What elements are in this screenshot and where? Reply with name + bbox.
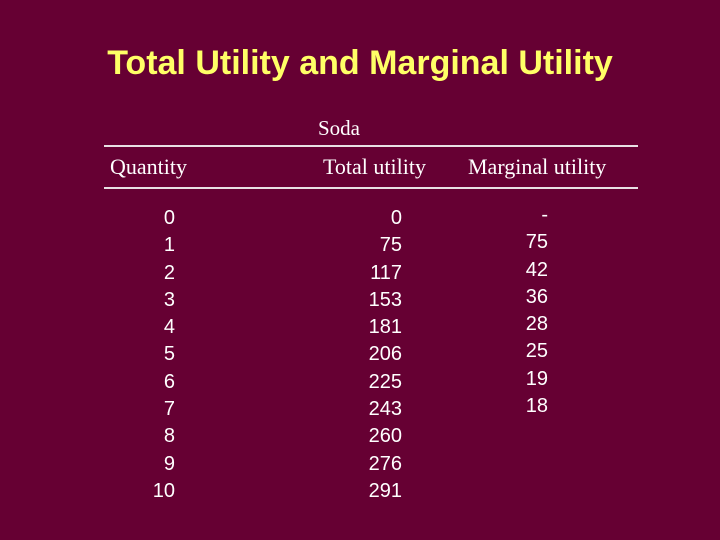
- quantity-cell: 3: [163, 288, 175, 311]
- total-utility-cell: 206: [368, 343, 402, 366]
- total-utility-cell: 75: [379, 234, 402, 257]
- quantity-cell: 2: [163, 261, 175, 284]
- column-marginal-utility: - 75 42 36 28 25 19 18: [500, 202, 548, 420]
- group-header-soda: Soda: [318, 116, 360, 140]
- marginal-utility-cell: 42: [525, 258, 548, 281]
- marginal-utility-cell: 19: [525, 367, 548, 390]
- marginal-utility-cell: 36: [525, 285, 548, 308]
- marginal-utility-cell: 18: [525, 395, 548, 418]
- header-total-utility: Total utility: [323, 154, 426, 179]
- marginal-utility-cell: -: [541, 204, 548, 226]
- total-utility-cell: 260: [368, 425, 402, 448]
- total-utility-cell: 181: [368, 316, 402, 339]
- total-utility-cell: 225: [368, 370, 402, 393]
- slide-title: Total Utility and Marginal Utility: [107, 44, 613, 82]
- quantity-cell: 0: [163, 207, 175, 229]
- total-utility-cell: 291: [368, 479, 402, 502]
- marginal-utility-cell: 75: [525, 231, 548, 254]
- quantity-cell: 6: [163, 370, 175, 393]
- quantity-cell: 1: [163, 234, 175, 257]
- quantity-cell: 8: [163, 425, 175, 448]
- quantity-cell: 5: [163, 343, 175, 366]
- quantity-cell: 4: [163, 316, 175, 339]
- table-rule-top: [104, 145, 638, 147]
- total-utility-cell: 153: [368, 288, 402, 311]
- quantity-cell: 7: [163, 398, 175, 421]
- total-utility-cell: 117: [370, 261, 402, 284]
- column-total-utility: 0 75 117 153 181 206 225 243 260 276 291: [350, 205, 402, 505]
- header-quantity: Quantity: [110, 154, 187, 179]
- quantity-cell: 9: [163, 452, 175, 475]
- column-quantity: 0 1 2 3 4 5 6 7 8 9 10: [130, 205, 175, 505]
- marginal-utility-cell: 25: [525, 340, 548, 363]
- total-utility-cell: 243: [368, 398, 402, 421]
- total-utility-cell: 276: [368, 452, 402, 475]
- total-utility-cell: 0: [390, 207, 402, 229]
- header-marginal-utility: Marginal utility: [468, 154, 607, 179]
- table-rule-bottom: [104, 187, 638, 189]
- marginal-utility-cell: 28: [525, 313, 548, 336]
- quantity-cell: 10: [152, 479, 175, 502]
